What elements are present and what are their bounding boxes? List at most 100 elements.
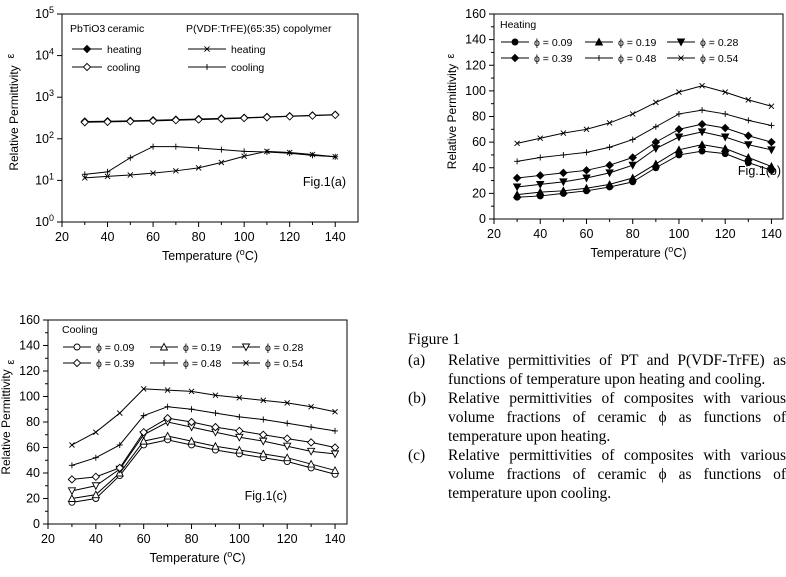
legend-label: heating <box>107 44 142 56</box>
data-series <box>80 110 340 127</box>
data-point <box>605 169 614 178</box>
data-point <box>285 112 294 121</box>
data-point <box>606 144 613 151</box>
data-point <box>92 454 99 461</box>
data-point <box>259 430 268 439</box>
data-point <box>139 436 148 445</box>
data-point <box>514 140 520 147</box>
data-point <box>628 173 637 182</box>
data-point <box>140 385 147 392</box>
data-point <box>332 427 339 434</box>
y-tick-label: 60 <box>26 441 40 455</box>
data-point <box>330 443 340 452</box>
legend-title: Cooling <box>62 324 98 336</box>
series-line <box>517 144 772 196</box>
legend-label: ϕ = 0.09 <box>96 342 134 354</box>
y-tick-label: 120 <box>465 58 486 72</box>
data-point <box>514 158 521 165</box>
data-point <box>163 413 172 423</box>
data-point <box>697 128 707 137</box>
data-point <box>722 110 729 117</box>
legend-label: ϕ = 0.09 <box>534 37 572 49</box>
data-series <box>81 148 339 181</box>
data-point <box>768 103 775 110</box>
data-point <box>211 441 220 450</box>
data-point <box>512 190 522 199</box>
caption-item-label: (a) <box>408 352 426 369</box>
data-point <box>241 343 251 352</box>
data-point <box>330 450 340 459</box>
data-point <box>720 144 730 152</box>
data-point <box>676 89 682 96</box>
data-point <box>159 342 169 351</box>
legend-group-title: PbTiO3 ceramic <box>70 23 144 37</box>
data-point <box>91 482 101 491</box>
data-point <box>768 122 775 129</box>
y-tick-label: 140 <box>465 33 486 47</box>
data-point <box>605 160 614 170</box>
data-point <box>582 166 591 175</box>
data-point <box>559 168 568 178</box>
figure-annotation: Fig.1(c) <box>245 489 287 503</box>
data-point <box>103 117 112 127</box>
y-tick-label: 140 <box>19 339 40 353</box>
data-point <box>81 171 88 178</box>
data-point <box>699 82 705 89</box>
data-point <box>583 149 590 156</box>
x-axis-label: Temperature (oC) <box>149 549 245 565</box>
data-point <box>241 148 248 155</box>
series-line <box>517 123 772 179</box>
caption-item-text: Relative permittivities of PT and P(VDF-… <box>448 352 786 388</box>
data-point <box>306 447 316 456</box>
data-point <box>675 110 682 117</box>
data-point <box>560 151 567 158</box>
data-point <box>744 131 753 140</box>
data-point <box>126 117 135 126</box>
x-tick-label: 100 <box>669 227 690 241</box>
data-point <box>767 146 776 155</box>
data-series <box>514 107 775 165</box>
x-tick-label: 20 <box>487 227 501 241</box>
legend-label: ϕ = 0.19 <box>618 37 656 49</box>
data-point <box>676 38 686 47</box>
data-point <box>187 436 196 445</box>
data-point <box>559 186 568 195</box>
data-point <box>697 140 707 149</box>
data-point <box>204 64 210 70</box>
data-point <box>148 116 158 126</box>
series-line <box>71 406 336 466</box>
data-series <box>514 82 775 147</box>
data-point <box>309 152 316 159</box>
data-point <box>560 130 567 137</box>
data-point <box>104 173 111 180</box>
y-axis-label: Relative Permittivity <box>0 369 13 474</box>
x-tick-label: 140 <box>325 532 346 546</box>
y-tick-label: 0 <box>33 517 40 531</box>
data-point <box>582 183 591 192</box>
legend-label: ϕ = 0.39 <box>96 358 134 370</box>
data-point <box>140 412 147 419</box>
plot-frame <box>61 13 359 223</box>
series-line <box>517 109 772 162</box>
y-tick-label: 101 <box>35 171 54 187</box>
data-point <box>204 46 210 52</box>
legend-label: cooling <box>107 62 140 74</box>
data-point <box>172 143 179 150</box>
data-point <box>212 410 219 417</box>
y-axis-label: Relative Permittivity <box>7 65 21 170</box>
data-point <box>674 145 684 154</box>
data-point <box>241 153 248 160</box>
data-point <box>163 431 172 440</box>
data-point <box>218 146 225 153</box>
data-point <box>596 55 602 61</box>
data-point <box>284 420 291 427</box>
data-series <box>512 140 776 199</box>
data-point <box>651 137 661 147</box>
data-point <box>188 388 195 395</box>
series-line <box>71 421 336 492</box>
y-tick-label: 100 <box>19 390 40 404</box>
legend-label: ϕ = 0.54 <box>265 358 303 370</box>
data-point <box>330 110 340 120</box>
x-tick-label: 100 <box>229 532 250 546</box>
